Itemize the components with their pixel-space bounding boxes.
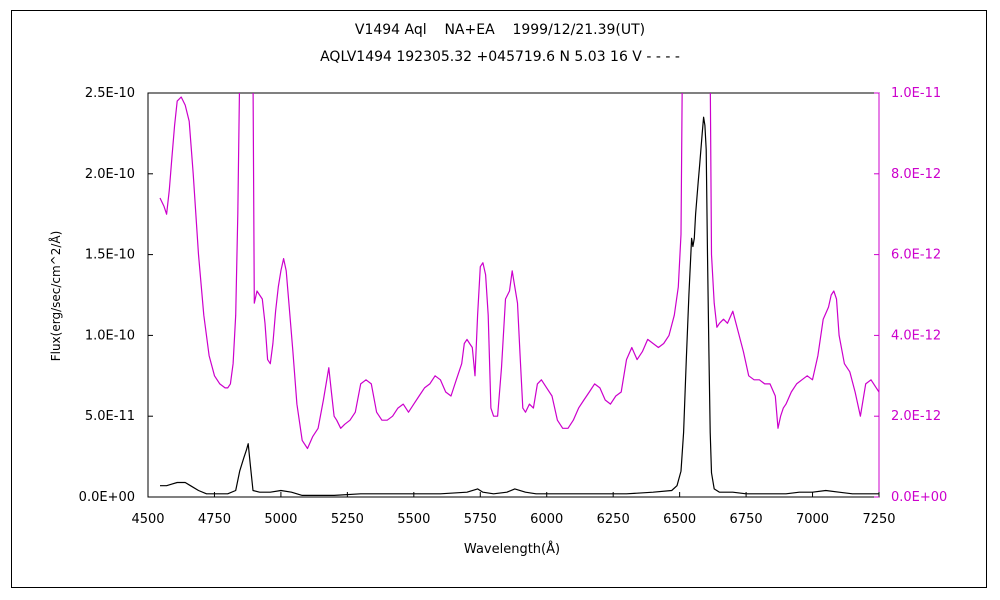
x-tick-label: 7250 bbox=[862, 512, 895, 527]
x-tick-label: 4500 bbox=[131, 512, 164, 527]
y-left-axis-ticks: 0.0E+00 5.0E-11 1.0E-10 1.5E-10 2.0E-10 2.5E-… bbox=[79, 86, 153, 505]
x-axis-ticks: 4500 4750 5000 5250 5500 5750 6000 6250 6500 6750… bbox=[131, 492, 896, 527]
y-right-axis-ticks: 0.0E+00 2.0E-12 4.0E-12 6.0E-12 8.0E-12 1.0E-… bbox=[874, 86, 947, 505]
y-left-tick-label: 1.0E-10 bbox=[85, 328, 135, 343]
y-right-tick-label: 6.0E-12 bbox=[891, 248, 941, 263]
chart-subtitle: AQLV1494 192305.32 +045719.6 N 5.03 16 V… bbox=[320, 49, 680, 65]
x-tick-label: 6250 bbox=[597, 512, 630, 527]
y-right-tick-label: 8.0E-12 bbox=[891, 167, 941, 182]
x-tick-label: 6000 bbox=[530, 512, 563, 527]
x-tick-label: 5250 bbox=[331, 512, 364, 527]
y-left-tick-label: 2.0E-10 bbox=[85, 167, 135, 182]
x-tick-label: 5500 bbox=[397, 512, 430, 527]
y-right-tick-label: 4.0E-12 bbox=[891, 328, 941, 343]
chart-axes bbox=[147, 92, 880, 498]
y-left-tick-label: 5.0E-11 bbox=[85, 409, 135, 424]
y-left-tick-label: 2.5E-10 bbox=[85, 86, 135, 101]
y-left-tick-label: 0.0E+00 bbox=[79, 490, 135, 505]
x-tick-label: 5750 bbox=[464, 512, 497, 527]
y-axis-label: Flux(erg/sec/cm^2/Å) bbox=[48, 231, 63, 362]
x-tick-label: 4750 bbox=[198, 512, 231, 527]
x-tick-label: 5000 bbox=[264, 512, 297, 527]
x-axis-label: Wavelength(Å) bbox=[464, 541, 560, 557]
plot-border bbox=[147, 92, 880, 498]
series-line-right-axis bbox=[159, 93, 879, 450]
x-tick-label: 7000 bbox=[796, 512, 829, 527]
plot-area bbox=[159, 93, 879, 496]
chart-title: V1494 Aql NA+EA 1999/12/21.39(UT) bbox=[354, 22, 646, 38]
x-tick-label: 6750 bbox=[730, 512, 763, 527]
series-line-left-axis bbox=[160, 116, 879, 496]
y-right-tick-label: 0.0E+00 bbox=[891, 490, 947, 505]
chart-frame bbox=[11, 10, 987, 588]
y-right-tick-label: 2.0E-12 bbox=[891, 409, 941, 424]
y-right-tick-label: 1.0E-11 bbox=[891, 86, 941, 101]
x-tick-label: 6500 bbox=[663, 512, 696, 527]
y-left-tick-label: 1.5E-10 bbox=[85, 248, 135, 263]
